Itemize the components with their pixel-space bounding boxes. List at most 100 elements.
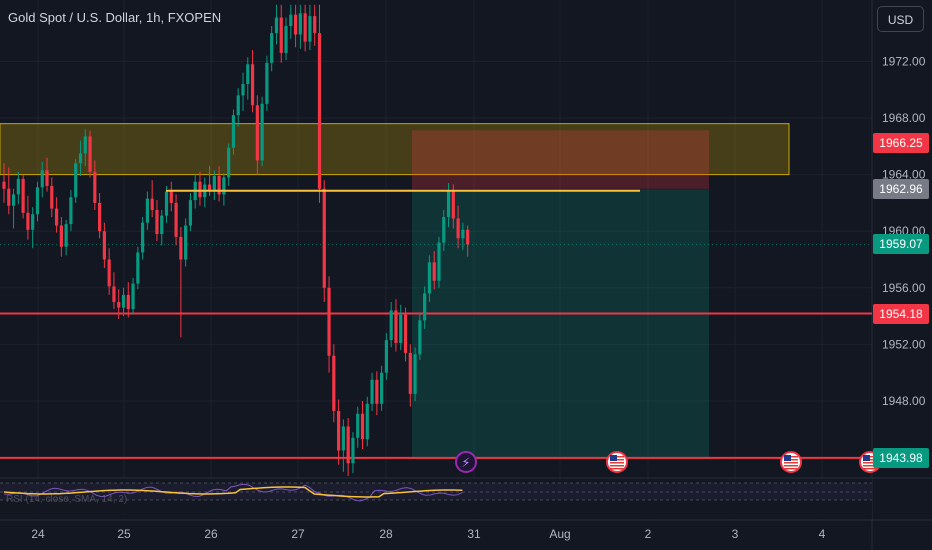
rsi-line: [3, 483, 463, 502]
candle: [360, 413, 365, 440]
candle: [265, 62, 269, 104]
candle: [356, 413, 360, 438]
x-tick-label: 31: [467, 527, 481, 541]
candle: [164, 191, 169, 216]
candle: [370, 379, 374, 404]
resistance-zone: [0, 123, 790, 176]
x-tick-label: 24: [31, 527, 45, 541]
level-price-tag: 1962.96: [873, 179, 929, 200]
candle: [322, 188, 326, 288]
lightning-icon: ⚡: [455, 451, 477, 473]
x-tick-label: 26: [204, 527, 218, 541]
candle: [375, 379, 379, 404]
candle: [446, 190, 451, 218]
candle: [155, 209, 159, 235]
candle: [131, 283, 135, 310]
candle: [365, 403, 369, 440]
candle: [399, 314, 403, 343]
candle: [179, 236, 183, 260]
candle: [217, 176, 221, 195]
x-tick-label: 28: [379, 527, 393, 541]
candle: [303, 13, 307, 42]
candle: [117, 301, 121, 308]
candle: [423, 293, 427, 321]
candle: [313, 16, 317, 34]
candle: [102, 231, 106, 260]
candles: [2, 4, 470, 476]
candle: [293, 14, 298, 35]
candle: [93, 171, 97, 203]
candle: [50, 185, 54, 209]
candle: [222, 177, 226, 195]
candle: [250, 64, 255, 106]
rsi-sma-line: [3, 486, 463, 498]
x-axis: 24 25 26 27 28 31 Aug 2 3 4: [31, 527, 825, 541]
candle: [327, 287, 331, 356]
candle: [236, 95, 240, 116]
candle: [317, 33, 322, 189]
support-price-tag: 1954.18: [873, 303, 929, 324]
candle: [380, 372, 384, 404]
x-tick-label: 2: [645, 527, 652, 541]
candle: [274, 17, 279, 34]
candle: [160, 215, 164, 235]
chart-title: Gold Spot / U.S. Dollar, 1h, FXOPEN: [8, 10, 222, 25]
candle: [45, 170, 49, 186]
candle: [83, 136, 87, 154]
candle: [74, 163, 78, 198]
candle: [246, 64, 250, 85]
candle: [121, 294, 126, 308]
candle: [174, 202, 178, 237]
candle: [207, 184, 212, 191]
candle: [466, 229, 470, 245]
candle: [40, 170, 44, 188]
candle: [107, 259, 111, 287]
us-flag-icon: [780, 451, 802, 473]
candle: [461, 229, 465, 239]
candle: [432, 262, 436, 281]
currency-button[interactable]: USD: [877, 6, 924, 32]
candle: [403, 314, 408, 353]
candle: [212, 176, 216, 191]
us-flag-icon: [606, 451, 628, 473]
candle: [188, 200, 193, 226]
resistance-zone-price-tag: 1966.25: [873, 132, 929, 153]
candle: [351, 437, 355, 464]
y-axis: 1948.001952.001956.001960.001964.001968.…: [882, 54, 926, 408]
candle: [198, 181, 202, 198]
candle: [35, 187, 40, 215]
candle: [389, 310, 393, 341]
candle: [418, 320, 422, 355]
target-price-tag: 1943.98: [873, 447, 929, 468]
candle: [394, 310, 398, 343]
candle: [289, 14, 293, 27]
svg-text:⚡: ⚡: [461, 456, 470, 471]
x-tick-label: 3: [732, 527, 739, 541]
candle: [308, 16, 312, 42]
candle: [408, 352, 412, 394]
candle: [437, 242, 441, 281]
candle: [26, 212, 30, 230]
candle: [21, 178, 25, 213]
candle: [442, 217, 446, 243]
x-tick-label: 25: [117, 527, 131, 541]
last-price-tag: 1959.07: [873, 234, 929, 255]
y-tick-label: 1956.00: [882, 281, 926, 295]
rsi-band: [0, 483, 872, 500]
candle: [337, 410, 341, 451]
y-tick-label: 1964.00: [882, 168, 926, 182]
y-tick-label: 1972.00: [882, 54, 926, 68]
candle: [136, 252, 140, 284]
candle: [231, 115, 236, 148]
rsi-background: [0, 479, 872, 519]
candle: [69, 197, 73, 225]
candle: [241, 84, 245, 96]
candle: [384, 340, 388, 373]
y-tick-label: 1952.00: [882, 337, 926, 351]
candle: [31, 214, 35, 230]
candle: [64, 224, 68, 247]
candle: [98, 202, 102, 232]
candle: [451, 190, 455, 219]
